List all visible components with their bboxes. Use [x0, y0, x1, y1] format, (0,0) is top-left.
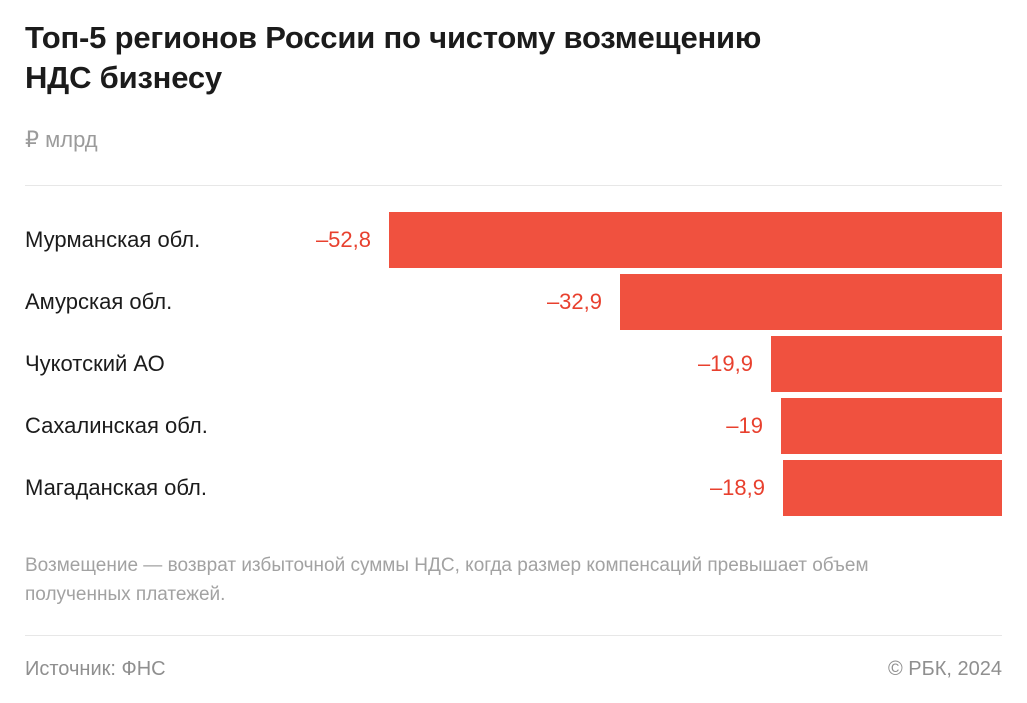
- chart-row: Сахалинская обл. –19: [25, 398, 1002, 460]
- region-label: Мурманская обл.: [25, 227, 201, 253]
- value-label: –19: [726, 413, 763, 439]
- bar: [781, 398, 1002, 455]
- region-label: Чукотский АО: [25, 351, 165, 377]
- bar: [389, 212, 1002, 269]
- chart-row: Мурманская обл. –52,8: [25, 212, 1002, 274]
- chart-footnote: Возмещение — возврат избыточной суммы НД…: [25, 555, 869, 605]
- region-label: Амурская обл.: [25, 289, 173, 315]
- chart-footer: Источник: ФНС © РБК, 2024: [25, 658, 1002, 681]
- top-divider: [25, 185, 1002, 187]
- value-label: –32,9: [546, 289, 602, 315]
- value-label: –19,9: [697, 351, 753, 377]
- value-label: –52,8: [315, 227, 371, 253]
- chart-row: Чукотский АО –19,9: [25, 336, 1002, 398]
- region-label: Сахалинская обл.: [25, 413, 208, 439]
- bar: [620, 274, 1002, 331]
- chart-row: Амурская обл. –32,9: [25, 274, 1002, 336]
- source-label: Источник: ФНС: [25, 658, 166, 681]
- chart-row: Магаданская обл. –18,9: [25, 460, 1002, 522]
- region-label: Магаданская обл.: [25, 475, 207, 501]
- unit-label: ₽ млрд: [25, 127, 98, 153]
- chart-title: Топ-5 регионов России по чистому возмеще…: [25, 20, 762, 95]
- bottom-divider: [25, 635, 1002, 637]
- bar: [783, 460, 1002, 517]
- value-label: –18,9: [709, 475, 765, 501]
- bar-chart: Мурманская обл. –52,8 Амурская обл. –32,9 Чу…: [25, 212, 1002, 522]
- copyright-label: © РБК, 2024: [887, 658, 1002, 681]
- bar: [771, 336, 1002, 393]
